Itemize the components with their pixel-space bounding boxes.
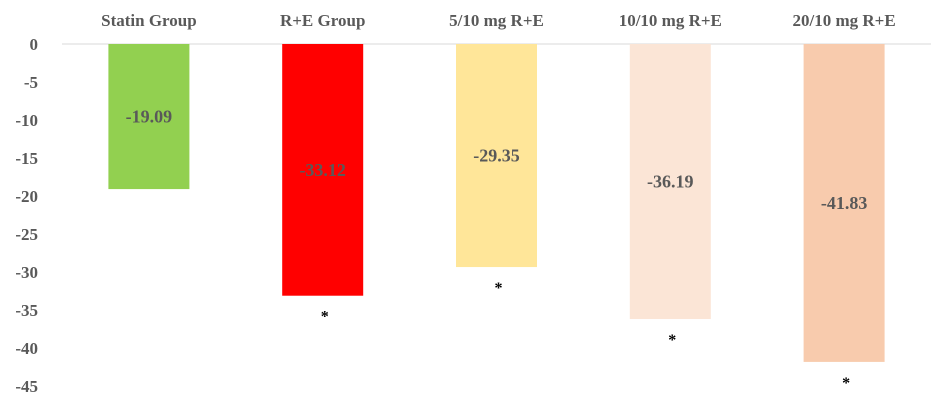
data-label: -19.09 bbox=[126, 107, 173, 127]
bar bbox=[108, 44, 190, 190]
data-label: -29.35 bbox=[473, 146, 520, 166]
y-tick-label: 0 bbox=[30, 35, 39, 54]
y-tick-label: -40 bbox=[15, 339, 38, 358]
bar bbox=[456, 44, 537, 268]
bar bbox=[629, 44, 711, 320]
y-tick-label: -15 bbox=[15, 149, 38, 168]
category-label: Statin Group bbox=[101, 11, 197, 30]
data-label: -36.19 bbox=[647, 172, 694, 192]
y-tick-label: -30 bbox=[15, 263, 38, 282]
significance-marker: * bbox=[842, 375, 850, 392]
significance-marker: * bbox=[321, 309, 329, 326]
bar bbox=[282, 44, 364, 296]
significance-marker: * bbox=[495, 280, 503, 297]
y-tick-label: -20 bbox=[15, 187, 38, 206]
y-tick-label: -10 bbox=[15, 111, 38, 130]
y-tick-label: -45 bbox=[15, 377, 38, 396]
significance-marker: * bbox=[668, 332, 676, 349]
data-label: -33.12 bbox=[299, 160, 346, 180]
y-tick-label: -25 bbox=[15, 225, 38, 244]
y-tick-label: -5 bbox=[24, 73, 38, 92]
category-label: R+E Group bbox=[280, 11, 365, 30]
category-label: 5/10 mg R+E bbox=[449, 11, 544, 30]
data-label: -41.83 bbox=[821, 193, 868, 213]
bar bbox=[803, 44, 885, 362]
category-label: 20/10 mg R+E bbox=[793, 11, 896, 30]
category-label: 10/10 mg R+E bbox=[619, 11, 722, 30]
y-tick-label: -35 bbox=[15, 301, 38, 320]
